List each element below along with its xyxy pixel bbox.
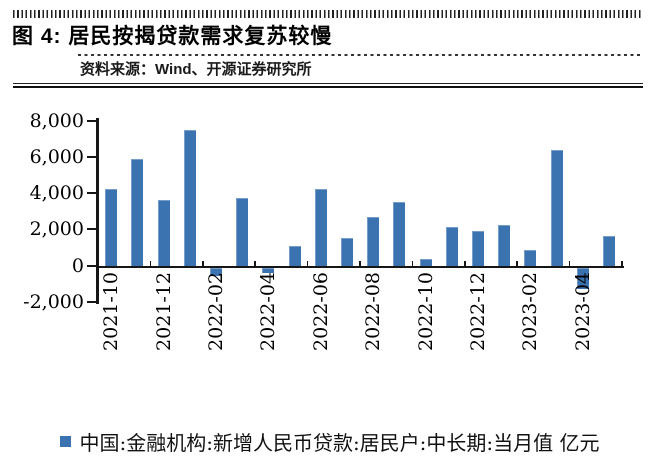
bar	[131, 158, 144, 266]
x-axis-label: 2022-06	[309, 271, 332, 351]
x-axis-label: 2023-04	[571, 271, 594, 351]
bar	[550, 150, 563, 266]
y-axis-line	[96, 118, 99, 304]
x-axis-label: 2022-04	[257, 271, 280, 351]
bar	[183, 130, 196, 266]
x-axis-tick	[254, 260, 256, 266]
title-divider-dotted	[78, 54, 642, 56]
x-axis-label: 2021-10	[100, 271, 123, 351]
bar	[576, 268, 589, 289]
legend-swatch	[60, 435, 72, 447]
chart-legend: 中国:金融机构:新增人民币贷款:居民户:中长期:当月值 亿元	[0, 427, 660, 455]
bar	[602, 235, 615, 266]
bar	[498, 224, 511, 266]
x-axis-tick	[149, 260, 152, 266]
y-axis-label: 6,000	[29, 145, 84, 168]
x-axis-tick	[359, 260, 361, 266]
y-axis-tick	[87, 300, 96, 303]
x-axis-label: 2022-10	[414, 271, 437, 351]
bar	[236, 197, 249, 266]
header-stripe-decoration	[13, 10, 643, 18]
y-axis-label: 8,000	[29, 109, 84, 132]
bar	[157, 200, 170, 266]
bar	[105, 189, 118, 266]
x-axis-tick	[306, 260, 309, 266]
y-axis-tick	[87, 155, 96, 158]
y-axis-label: 2,000	[29, 218, 84, 241]
source-note: 资料来源：Wind、开源证券研究所	[80, 61, 312, 78]
x-axis-label: 2022-08	[362, 271, 385, 351]
x-axis-label: 2022-12	[466, 271, 489, 351]
x-axis-label: 2022-02	[204, 271, 227, 351]
bar	[471, 231, 484, 266]
bar	[262, 268, 275, 274]
y-axis-label: 4,000	[29, 182, 84, 204]
y-axis-label: -2,000	[23, 290, 84, 313]
x-axis-tick	[621, 260, 623, 266]
y-axis-tick	[87, 228, 96, 231]
x-axis-tick	[411, 260, 414, 266]
bar-chart: 8,000 6,000 4,000 2,000 0 -2,000 2021-10 2021-1…	[0, 96, 660, 412]
bar	[340, 238, 353, 266]
y-axis-tick	[87, 264, 96, 267]
x-axis-label: 2023-02	[519, 271, 542, 351]
bar	[209, 268, 222, 277]
header-divider-double	[13, 83, 643, 88]
legend-label: 中国:金融机构:新增人民币贷款:居民户:中长期:当月值 亿元	[79, 430, 600, 455]
bar	[288, 246, 301, 266]
x-axis-label: 2021-12	[152, 271, 175, 351]
x-axis-tick	[516, 260, 518, 266]
bar	[367, 217, 380, 266]
y-axis-tick	[87, 192, 96, 194]
bar	[419, 259, 432, 266]
bar	[314, 189, 327, 266]
bar	[393, 202, 406, 266]
x-axis-tick	[464, 260, 466, 266]
y-axis-tick	[87, 119, 96, 122]
bar	[524, 250, 537, 266]
x-axis-line	[96, 265, 624, 268]
y-axis-label: 0	[71, 254, 84, 277]
x-axis-tick	[568, 260, 571, 266]
bar	[445, 227, 458, 266]
figure-title: 图 4: 居民按揭贷款需求复苏较慢	[12, 25, 333, 48]
x-axis-tick	[202, 260, 204, 266]
